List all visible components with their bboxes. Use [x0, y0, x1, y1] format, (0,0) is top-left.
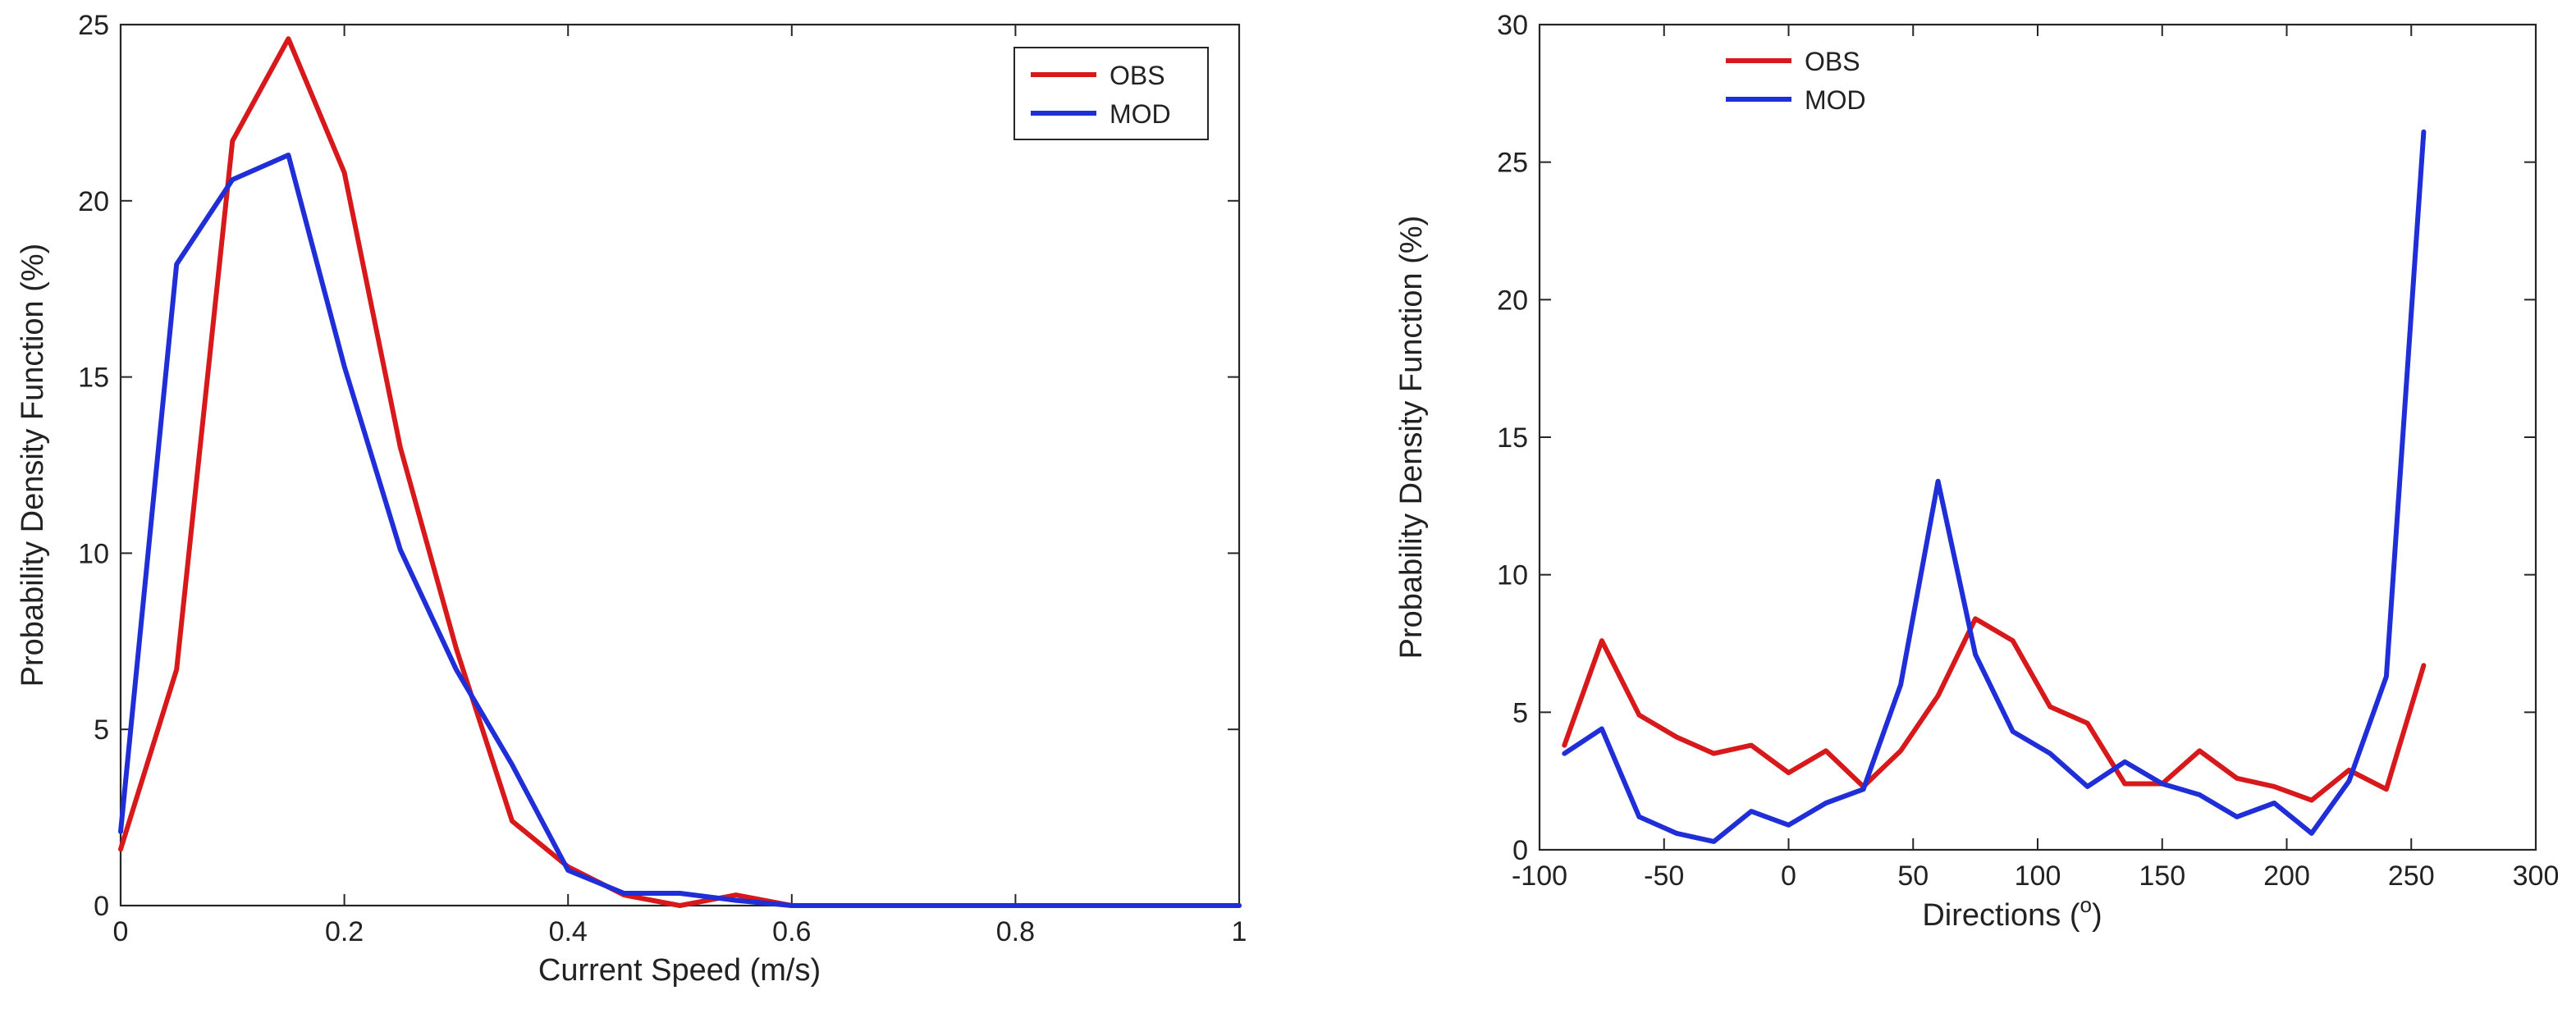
- x-tick-label: 0.6: [772, 916, 811, 947]
- x-tick-label: 250: [2388, 860, 2435, 892]
- tick-labels: -100 -50 0 50 100 150 200 250 300 0 5 10 15 20 25 30: [1497, 10, 2559, 892]
- y-tick-label: 10: [1497, 560, 1528, 591]
- y-tick-label: 20: [78, 186, 109, 217]
- series-lines: [1562, 129, 2427, 844]
- legend-label-mod: MOD: [1110, 99, 1171, 129]
- x-tick-label: -100: [1512, 860, 1567, 892]
- y-tick-label: 5: [1512, 697, 1528, 728]
- y-tick-label: 5: [94, 714, 109, 746]
- y-axis-label: Probability Density Function (%): [1394, 216, 1429, 659]
- legend: OBS MOD: [1726, 47, 1866, 115]
- series-line-mod: [118, 153, 1242, 908]
- series-line-obs: [1562, 616, 2427, 803]
- x-axis-label-text: Directions (: [1922, 898, 2080, 933]
- x-tick-label: 200: [2263, 860, 2310, 892]
- x-tick-label: 0: [113, 916, 129, 947]
- x-tick-label: 150: [2139, 860, 2185, 892]
- y-tick-label: 20: [1497, 285, 1528, 316]
- x-tick-label: 300: [2513, 860, 2560, 892]
- tick-marks: [120, 24, 1240, 906]
- y-tick-label: 15: [78, 363, 109, 394]
- y-tick-label: 0: [1512, 835, 1528, 866]
- y-tick-label: 0: [94, 891, 109, 922]
- x-tick-label: 0.8: [996, 916, 1035, 947]
- x-tick-label: 0.4: [549, 916, 588, 947]
- x-tick-label: -50: [1644, 860, 1684, 892]
- y-tick-label: 10: [78, 538, 109, 569]
- x-axis-label: Current Speed (m/s): [538, 953, 821, 988]
- x-axis-label-close: ): [2092, 898, 2102, 933]
- x-tick-label: 100: [2015, 860, 2061, 892]
- series-lines: [118, 36, 1242, 908]
- y-axis-label: Probability Density Function (%): [16, 244, 50, 687]
- x-tick-label: 1: [1232, 916, 1247, 947]
- x-axis-label-degree: o: [2080, 892, 2092, 917]
- legend-label-obs: OBS: [1110, 61, 1165, 90]
- series-line-mod: [1562, 129, 2427, 844]
- x-tick-label: 0: [1781, 860, 1796, 892]
- x-tick-label: 50: [1897, 860, 1929, 892]
- y-tick-label: 25: [1497, 148, 1528, 179]
- legend-label-obs: OBS: [1805, 47, 1860, 76]
- tick-marks: [1539, 24, 2537, 851]
- y-tick-label: 25: [78, 10, 109, 41]
- x-tick-label: 0.2: [325, 916, 364, 947]
- panel-directions: -100 -50 0 50 100 150 200 250 300 0 5 10 15 20 25 30 Di…: [1394, 10, 2559, 933]
- legend-box: [1013, 47, 1209, 140]
- x-axis-label: Directions (o): [1922, 892, 2102, 933]
- legend-label-mod: MOD: [1805, 85, 1866, 115]
- legend: OBS MOD: [1013, 47, 1209, 140]
- y-tick-label: 15: [1497, 422, 1528, 454]
- y-tick-label: 30: [1497, 10, 1528, 41]
